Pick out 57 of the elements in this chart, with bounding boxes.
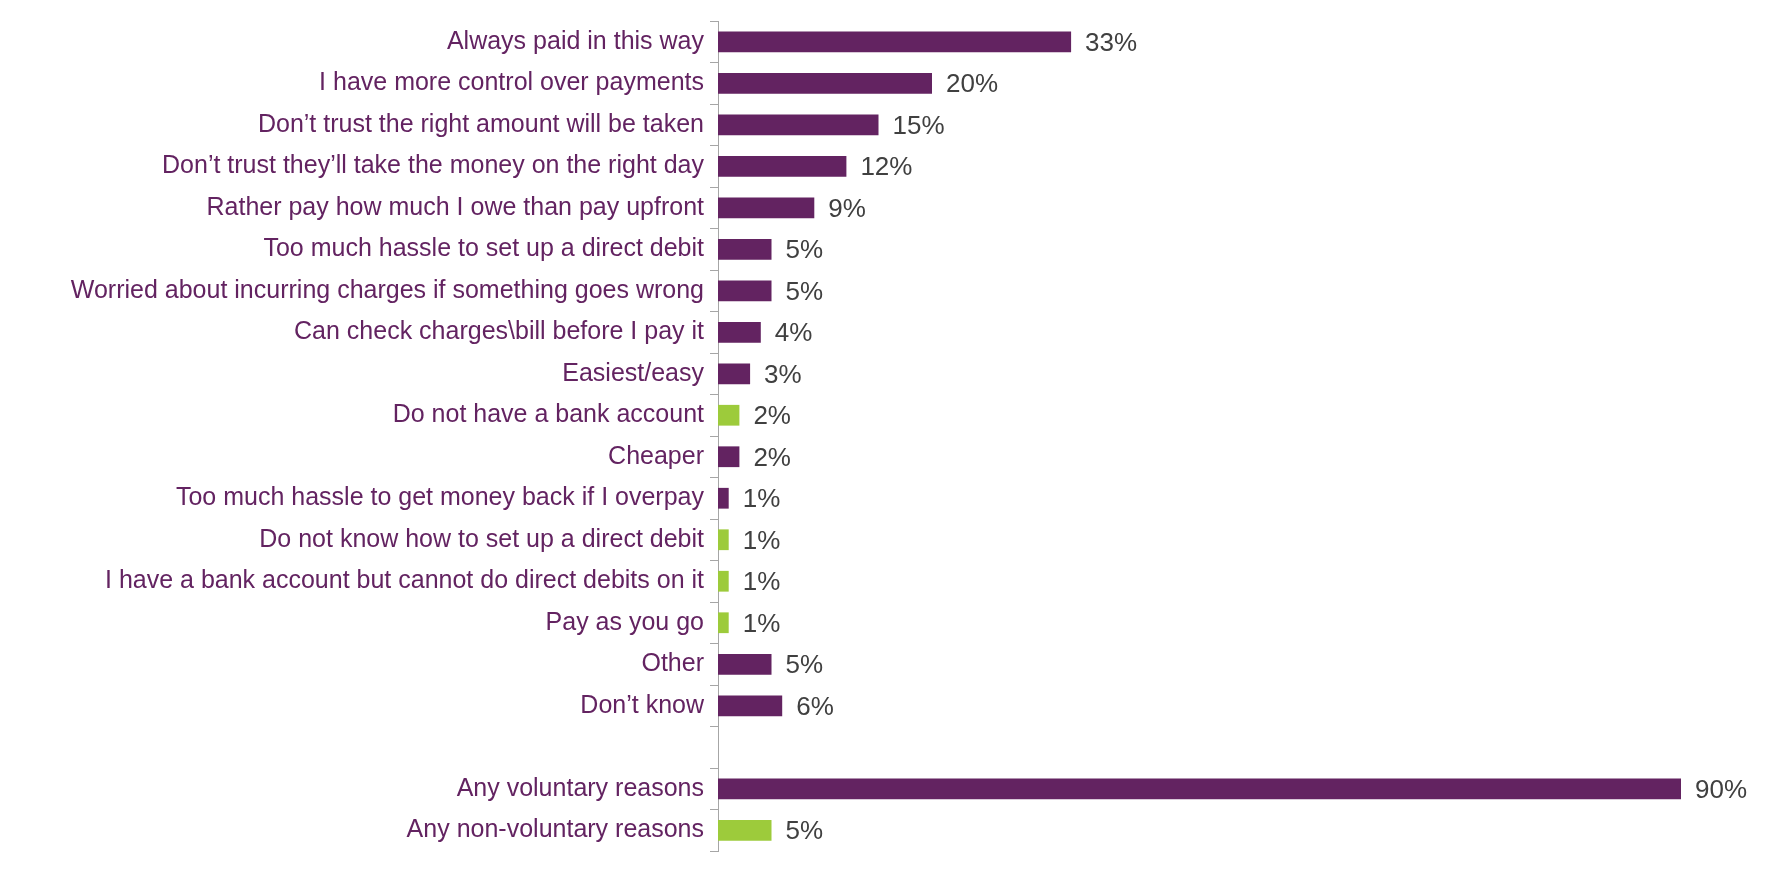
y-tick-label: Too much hassle to set up a direct debit [263,233,705,262]
data-label: 1% [742,524,781,555]
data-label: 6% [796,690,834,721]
y-tick-label: Don’t trust they’ll take the money on the right day [162,150,705,179]
y-tick-label: Any voluntary reasons [456,772,704,801]
data-label: 15% [892,109,945,140]
y-tick-label: Too much hassle to get money back if I overpay [175,482,705,511]
data-label: 5% [785,815,824,846]
data-label: 2% [753,400,791,431]
y-tick-label: Other [641,648,704,677]
y-tick-label: Any non-voluntary reasons [406,814,704,843]
y-tick-label: Do not have a bank account [392,399,705,428]
y-tick-label: I have more control over payments [319,67,704,96]
y-tick-label: I have a bank account but cannot do direct debits on it [104,565,705,594]
y-tick-label: Easiest/easy [562,357,705,386]
y-tick-label: Don’t know [580,689,705,718]
y-tick-label: Worried about incurring charges if something goes wrong [70,274,704,303]
data-label: 12% [860,151,913,182]
bar [718,31,1072,53]
data-label: 90% [1695,773,1748,804]
bar [718,197,815,219]
data-label: 20% [946,68,999,99]
bar [718,529,729,551]
data-label: 1% [742,566,781,597]
bar [718,404,740,426]
y-tick-label: Don’t trust the right amount will be taken [257,108,704,137]
bar [718,446,740,468]
bar [718,238,772,260]
bar [718,612,729,634]
data-label: 2% [753,441,791,472]
bar [718,819,772,841]
y-tick-label: Can check charges\bill before I pay it [294,316,705,345]
y-tick-label: Pay as you go [545,606,704,635]
bar [718,363,751,385]
data-label: 5% [785,275,824,306]
bar [718,653,772,675]
bar [718,778,1681,800]
y-tick-label: Do not know how to set up a direct debit [259,523,705,552]
bar [718,114,879,136]
bar [718,280,772,302]
data-label: 1% [742,483,781,514]
data-label: 3% [764,358,802,389]
bar [718,695,783,717]
data-label: 5% [785,649,824,680]
bar [718,72,932,94]
bar [718,570,729,592]
y-tick-label: Rather pay how much I owe than pay upfront [206,191,705,220]
data-label: 4% [774,317,813,348]
data-label: 5% [785,234,824,265]
bar [718,155,847,177]
data-label: 9% [828,192,866,223]
bar [718,321,761,343]
y-tick-label: Always paid in this way [446,25,705,54]
y-tick-label: Cheaper [608,440,704,469]
bar [718,487,729,509]
data-label: 33% [1085,26,1138,57]
data-label: 1% [742,607,781,638]
